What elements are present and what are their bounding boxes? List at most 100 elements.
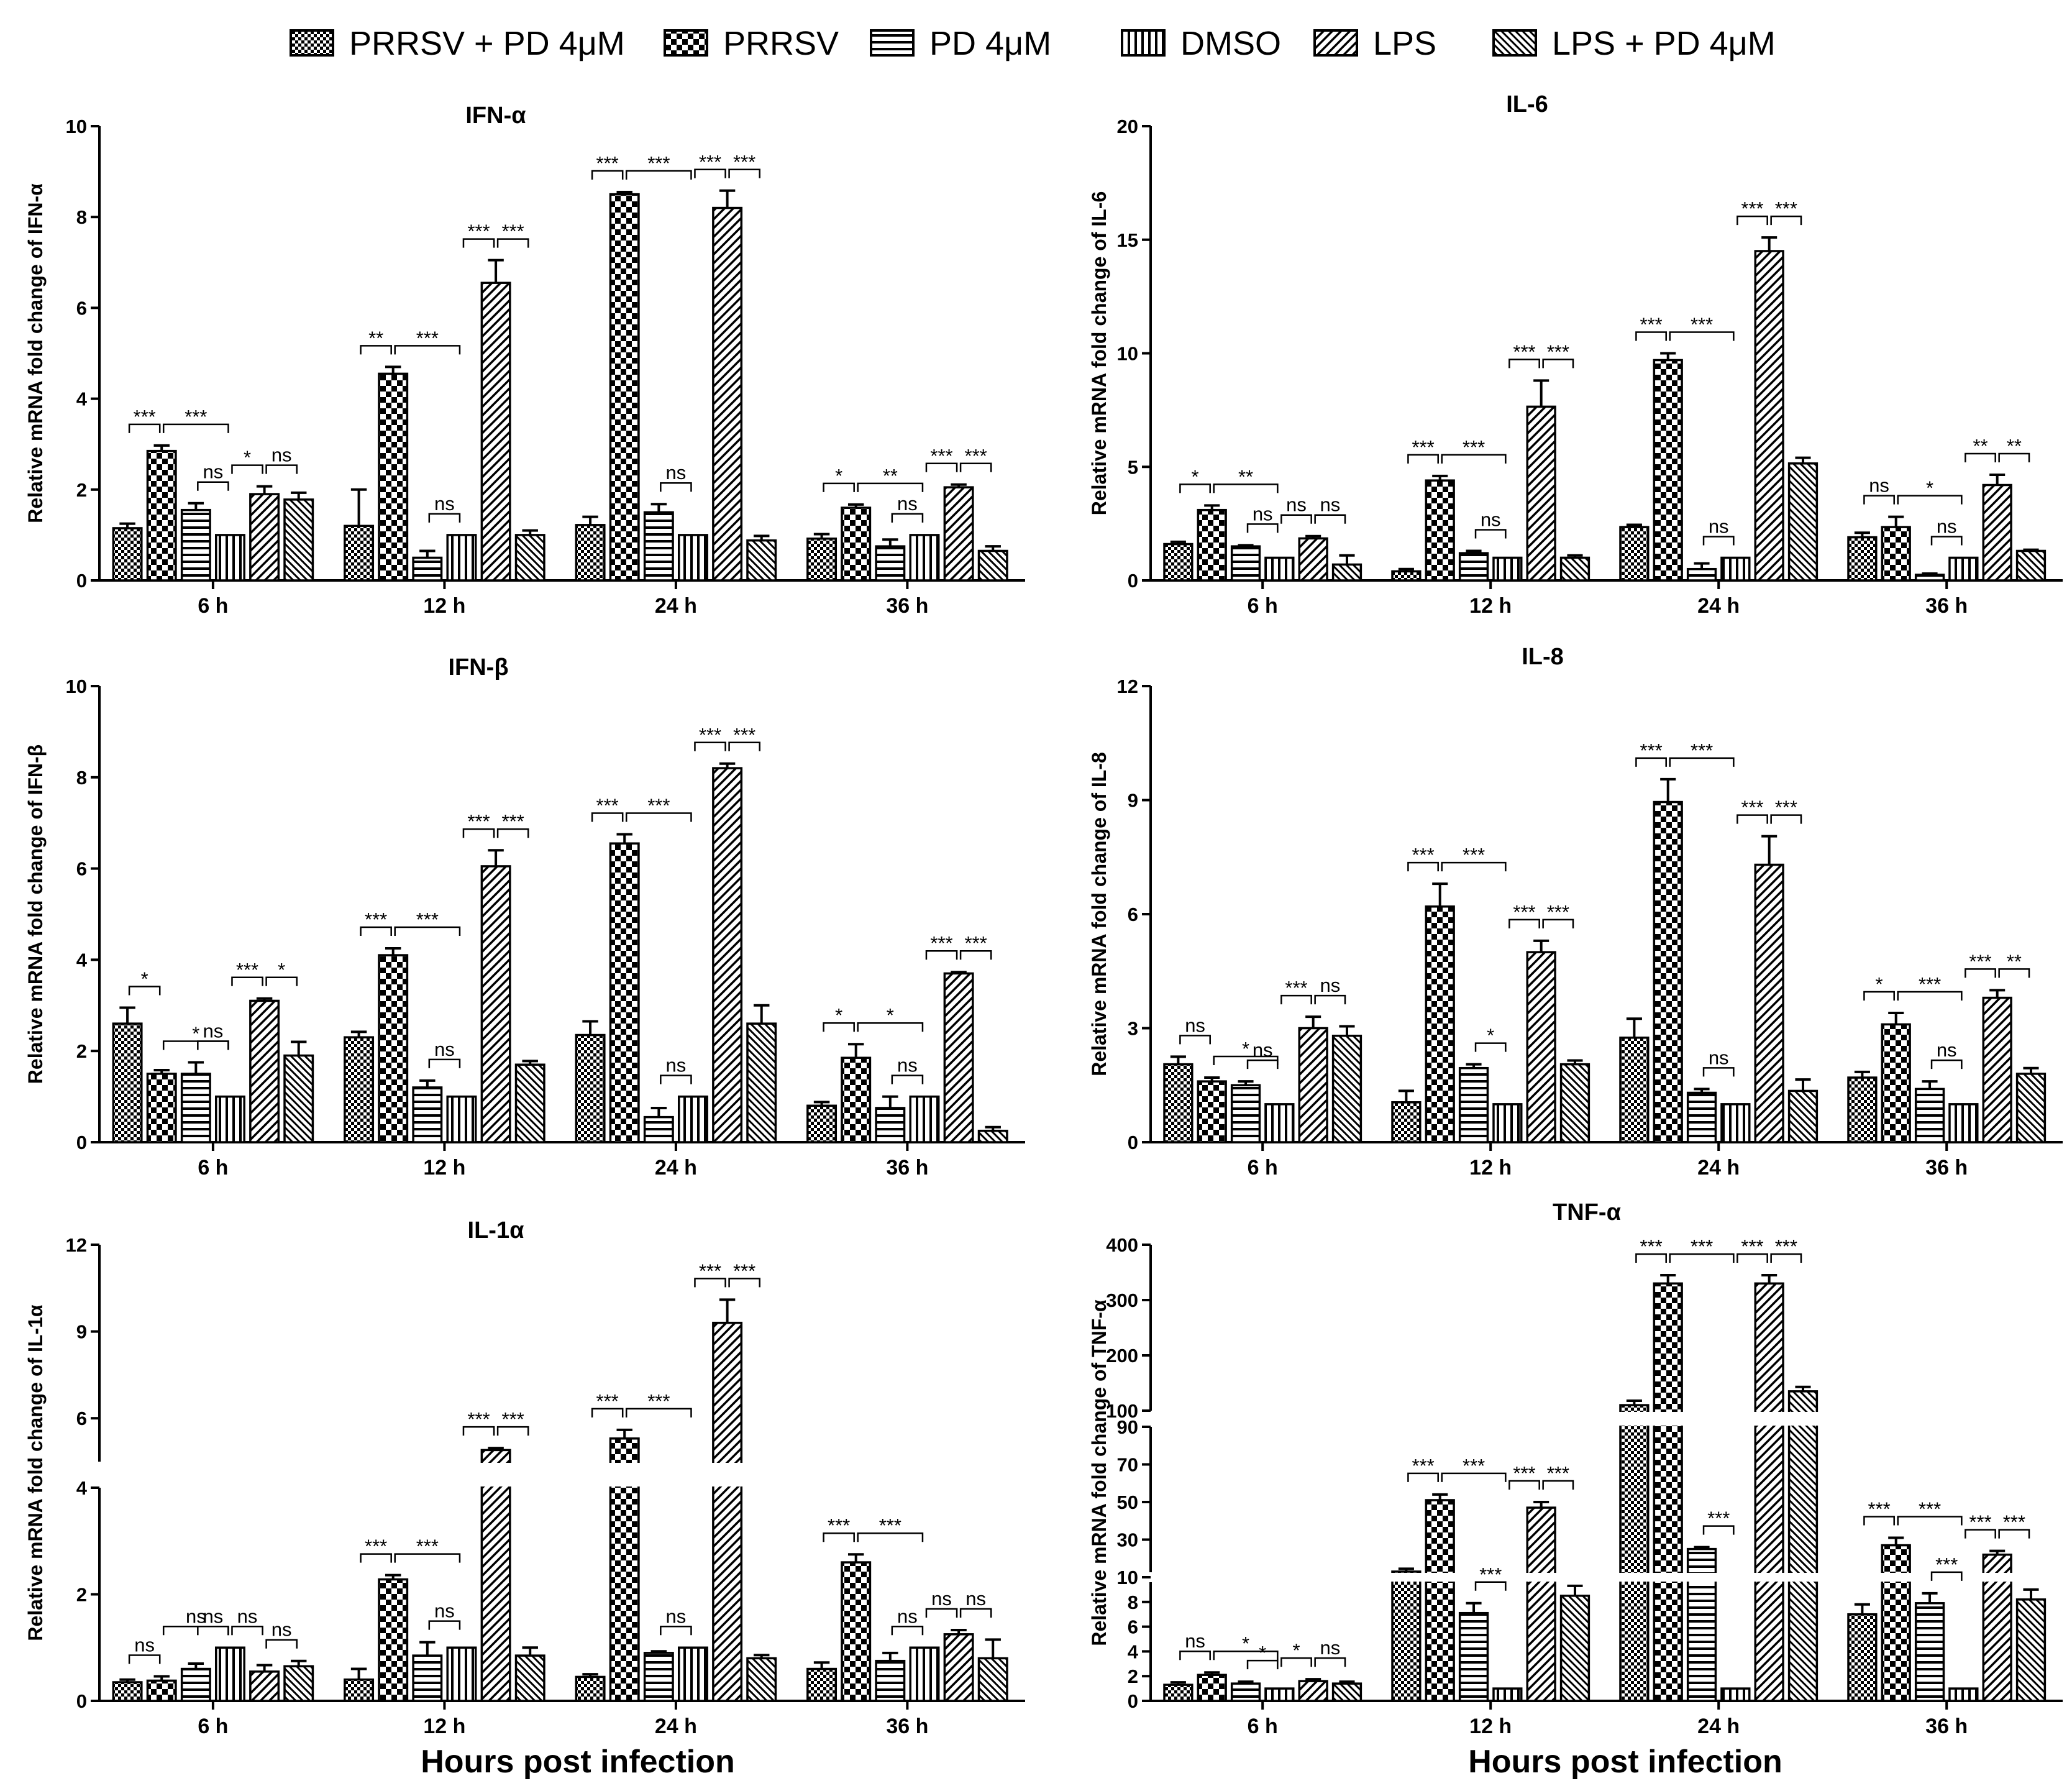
sig-label: ns [1253,503,1273,524]
bar-lps-12-h [480,1449,511,1702]
sig-bracket: *** [1508,341,1540,369]
sig-bracket-line [694,168,726,178]
sig-label: *** [1919,973,1941,995]
bar-dmso-12-h [446,534,477,582]
sig-bracket: * [128,968,161,996]
sig-bracket-line [1508,918,1540,928]
bar-lps-12-h [480,865,511,1143]
bar-dmso-12-h [1492,1687,1523,1702]
bar-prrsv-12-h [378,1578,409,1702]
bar-prrsv-24-h [609,193,640,582]
sig-bracket-line [1702,536,1735,546]
sig-bracket: *** [1635,740,1667,767]
sig-bracket: *** [728,151,760,178]
sig-bracket-line [462,1426,495,1436]
sig-label: *** [2003,1511,2025,1533]
bar-prrsv-pd-4-m-6-h [112,527,143,582]
sig-bracket: *** [231,959,263,986]
y-axis-label: Relative mRNA fold change of IFN-α [24,183,47,523]
bar-pd-4-m-36-h [1914,574,1945,582]
sig-label: *** [647,1390,670,1412]
sig-bracket: *** [1669,1235,1735,1263]
bar-prrsv-pd-4-m-24-h [1619,526,1650,582]
bar-prrsv-6-h [1197,1674,1227,1702]
sig-label: ns [434,493,455,515]
sig-bracket-line [1542,1480,1574,1490]
y-tick-label: 8 [1128,1592,1138,1613]
sig-bracket-line [197,1040,229,1050]
bar-prrsv-6-h [1197,508,1227,582]
legend-label: PD 4μM [929,25,1051,62]
sig-label: *** [596,152,619,174]
bar-lps-pd-4-m-36-h [977,1129,1008,1143]
sig-bracket-line [1314,514,1346,524]
bar-dmso-36-h [909,534,940,582]
sig-label: *** [1412,436,1434,458]
sig-label: *** [1741,198,1763,219]
y-tick-label: 9 [76,1321,87,1343]
chart-title: IL-1α [468,1217,524,1244]
sig-label: *** [467,221,490,242]
y-tick-label: 15 [1117,229,1138,251]
sig-bracket: *** [1635,314,1667,341]
x-tick-label-36-h: 36 h [886,1156,928,1179]
sig-bracket: ns [660,462,692,492]
y-tick-label: 12 [66,1234,87,1256]
bar-lps-pd-4-m-24-h [746,539,777,582]
sig-bracket: *** [1407,844,1439,872]
sig-bracket: ns [197,1020,229,1050]
x-tick-label-24-h: 24 h [655,594,697,618]
sig-bracket: ns [1314,494,1346,524]
sig-bracket-line [1542,359,1574,369]
x-tick-label-6-h: 6 h [198,1715,228,1738]
bar-lps-pd-4-m-24-h [1787,1390,1819,1702]
sig-label: *** [1775,198,1797,219]
y-tick-label: 12 [1117,676,1138,697]
bar-lps-12-h [1526,1506,1556,1702]
sig-label: *** [965,445,987,467]
sig-bracket: ns [891,493,924,523]
sig-bracket: *** [823,1514,855,1542]
bar-dmso-6-h [214,1095,245,1143]
sig-label: *** [365,909,387,930]
sig-bracket-line [128,423,161,433]
chart-title: IL-6 [1506,91,1548,117]
sig-label: *** [1463,436,1485,458]
sig-bracket-line [591,812,624,822]
bar-prrsv-pd-4-m-24-h [575,1675,606,1702]
sig-label: *** [1775,1235,1797,1257]
bar-prrsv-pd-4-m-36-h [806,1667,837,1702]
bar-lps-pd-4-m-36-h [977,549,1008,582]
sig-bracket: *** [1542,901,1574,928]
sig-label: * [1242,1633,1249,1654]
sig-bracket-line [1508,1480,1540,1490]
sig-label: ** [2007,435,2022,457]
sig-bracket-line [265,976,298,986]
y-tick-label: 20 [1117,116,1138,137]
bar-dmso-36-h [1948,556,1979,582]
bar-lps-pd-4-m-36-h [2015,1073,2047,1143]
bar-prrsv-pd-4-m-36-h [806,1104,837,1143]
sig-bracket-line [162,1626,229,1636]
bar-lps-pd-4-m-6-h [1331,1034,1362,1143]
bar-lps-pd-4-m-36-h [2015,549,2047,582]
sig-label: * [887,1004,894,1026]
chart-il-6: IL-6 Relative mRNA fold change of IL-6 0 5 1… [1088,91,2063,618]
sig-bracket: ns [428,1038,461,1068]
sig-label: *** [828,1514,850,1536]
sig-label: *** [965,932,987,954]
y-axis-label: Relative mRNA fold change of IL-1α [24,1304,47,1641]
bar-lps-pd-4-m-6-h [1331,1682,1362,1702]
bar-pd-4-m-6-h [180,508,211,582]
sig-bracket: *** [591,152,624,180]
legend-label: PRRSV [723,25,839,62]
sig-bracket: *** [728,724,760,751]
sig-bracket-line [857,482,924,492]
sig-bracket-line [694,1278,726,1288]
sig-bracket-line [823,1532,855,1542]
bar-lps-36-h [1982,996,2012,1143]
sig-bracket: ns [1314,1637,1346,1667]
bars [112,189,1008,582]
sig-bracket-line [1474,1581,1507,1591]
bars [1163,236,2047,582]
